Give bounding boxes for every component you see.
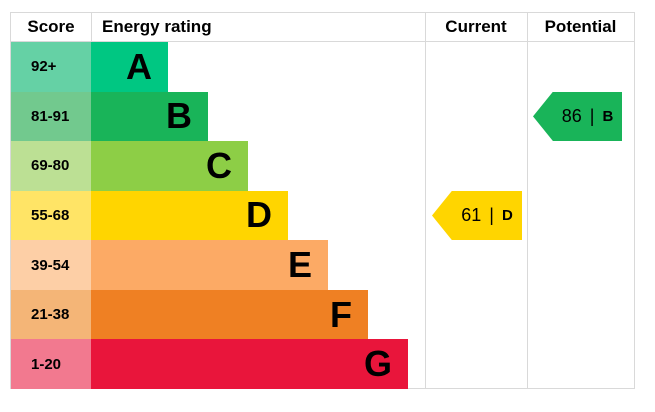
band-score-cell: 55-68 (11, 190, 91, 241)
band-bar: B (91, 91, 208, 142)
potential-rating-value: 86 (561, 105, 582, 126)
band-score-label: 92+ (31, 58, 57, 76)
current-column-divider (425, 13, 426, 388)
band-row: 69-80 C (11, 141, 425, 191)
band-bar: C (91, 141, 248, 191)
band-row: 81-91 B (11, 91, 425, 142)
band-letter: C (206, 144, 232, 186)
band-bar: A (91, 42, 168, 92)
band-letter: G (363, 343, 392, 385)
band-score-cell: 1-20 (11, 339, 91, 389)
band-bar: D (91, 190, 288, 241)
header-potential: Potential (544, 17, 617, 36)
band-rows: 92+ A 81-91 B 69-80 C 55-68 D 39-54 (11, 42, 425, 389)
band-score-cell: 92+ (11, 42, 91, 92)
band-letter: F (330, 293, 352, 335)
potential-rating-letter: B (602, 107, 614, 125)
band-row: 92+ A (11, 42, 425, 92)
band-score-label: 69-80 (31, 157, 70, 175)
band-letter: E (287, 244, 312, 286)
band-letter: A (126, 45, 152, 87)
band-bar: E (91, 240, 328, 290)
band-letter: D (246, 194, 272, 236)
current-rating-letter: D (501, 206, 513, 224)
band-letter: B (166, 95, 192, 137)
header-current: Current (445, 17, 507, 36)
current-rating-arrow: 61 | D (432, 190, 522, 241)
band-score-cell: 39-54 (11, 240, 91, 290)
potential-rating-separator: | (589, 105, 595, 126)
current-rating-value: 61 (461, 204, 482, 225)
header-energy-rating: Energy rating (91, 13, 425, 41)
band-score-cell: 69-80 (11, 141, 91, 191)
epc-rating-table: Score Energy rating Current Potential 92… (10, 12, 635, 389)
band-score-label: 39-54 (31, 256, 70, 274)
band-score-label: 21-38 (31, 306, 70, 324)
band-row: 21-38 F (11, 289, 425, 340)
band-row: 39-54 E (11, 240, 425, 290)
potential-column-divider (527, 13, 528, 388)
band-score-cell: 21-38 (11, 289, 91, 340)
band-score-label: 55-68 (31, 206, 70, 224)
current-rating-separator: | (489, 204, 494, 225)
band-row: 55-68 D (11, 190, 425, 241)
band-bar: G (91, 339, 408, 389)
band-score-label: 1-20 (31, 355, 62, 373)
table-header-row: Score Energy rating Current Potential (11, 13, 634, 42)
band-row: 1-20 G (11, 339, 425, 389)
band-bar: F (91, 289, 368, 340)
potential-rating-arrow: 86 | B (533, 91, 622, 142)
band-score-label: 81-91 (31, 107, 70, 125)
band-score-cell: 81-91 (11, 91, 91, 142)
header-score: Score (27, 17, 75, 36)
